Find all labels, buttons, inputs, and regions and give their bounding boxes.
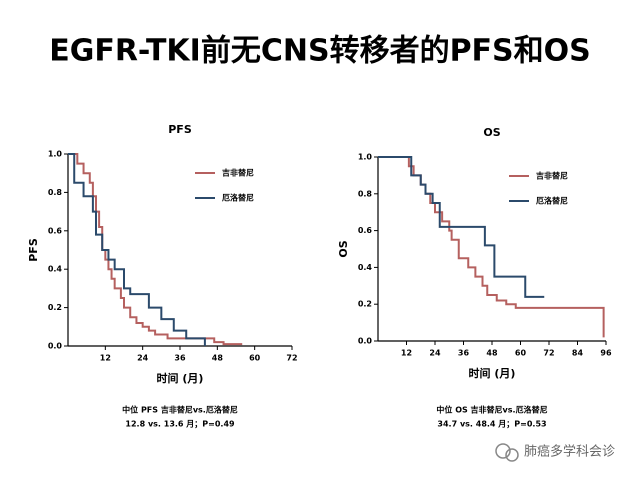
watermark-icon — [495, 443, 511, 459]
x-tick-label: 12 — [401, 349, 412, 358]
y-tick-label: 1.0 — [358, 153, 373, 162]
watermark: 肺癌多学科会诊 — [495, 443, 615, 462]
x-tick-label: 36 — [458, 349, 470, 358]
x-tick-label: 48 — [486, 349, 498, 358]
caption: 12.8 vs. 13.6 月；P=0.49 — [125, 420, 235, 430]
x-axis-label: 时间 (月) — [469, 366, 516, 380]
survival-curve — [378, 156, 545, 298]
x-tick-label: 12 — [100, 354, 111, 363]
y-tick-label: 0.8 — [358, 189, 373, 198]
x-tick-label: 24 — [429, 349, 441, 358]
y-tick-label: 1.0 — [48, 150, 63, 159]
y-tick-label: 0.0 — [48, 342, 63, 351]
survival-curve — [378, 156, 605, 338]
x-tick-label: 84 — [572, 349, 584, 358]
legend-label: 厄洛替尼 — [536, 196, 568, 206]
x-tick-label: 24 — [137, 354, 149, 363]
x-tick-label: 72 — [286, 354, 297, 363]
x-tick-label: 60 — [249, 354, 261, 363]
y-tick-label: 0.8 — [48, 188, 63, 197]
chart-title: PFS — [168, 123, 192, 136]
chart-title: OS — [483, 126, 500, 139]
x-tick-label: 60 — [515, 349, 527, 358]
legend-label: 吉非替尼 — [222, 168, 254, 178]
y-tick-label: 0.6 — [358, 226, 373, 235]
x-axis-label: 时间 (月) — [157, 371, 204, 385]
survival-curve — [68, 153, 206, 346]
x-tick-label: 72 — [543, 349, 554, 358]
y-axis-label: OS — [337, 240, 350, 257]
caption: 中位 OS 吉非替尼vs.厄洛替尼 — [436, 405, 547, 415]
x-tick-label: 48 — [212, 354, 224, 363]
slide-title: EGFR-TKI前无CNS转移者的PFS和OS — [49, 34, 591, 69]
y-axis-label: PFS — [27, 238, 40, 262]
x-tick-label: 36 — [174, 354, 186, 363]
y-tick-label: 0.4 — [358, 263, 373, 272]
watermark-icon — [505, 448, 519, 462]
y-tick-label: 0.2 — [358, 300, 372, 309]
legend-label: 厄洛替尼 — [222, 193, 254, 203]
survival-curve — [68, 153, 243, 346]
watermark-text: 肺癌多学科会诊 — [524, 444, 615, 460]
x-tick-label: 96 — [600, 349, 612, 358]
legend-label: 吉非替尼 — [536, 171, 568, 181]
caption: 34.7 vs. 48.4 月；P=0.53 — [437, 420, 546, 430]
y-tick-label: 0.4 — [48, 265, 63, 274]
y-tick-label: 0.0 — [358, 337, 373, 346]
y-tick-label: 0.6 — [48, 226, 63, 235]
caption: 中位 PFS 吉非替尼vs.厄洛替尼 — [122, 405, 238, 415]
y-tick-label: 0.2 — [48, 303, 62, 312]
